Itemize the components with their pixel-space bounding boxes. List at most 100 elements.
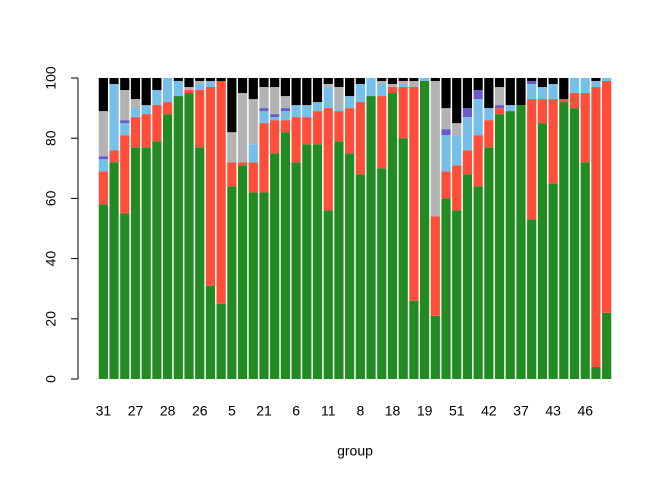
bar-segment [591, 366, 601, 379]
bar-segment [377, 81, 387, 85]
bar-segment [452, 123, 462, 136]
x-tick-label: 8 [356, 403, 364, 419]
bar-segment [334, 111, 344, 142]
x-tick-label: 6 [292, 403, 300, 419]
bar-segment [270, 120, 280, 154]
bar-segment [248, 99, 258, 145]
bar-segment [334, 78, 344, 88]
bar-segment [559, 78, 569, 100]
bar-segment [548, 84, 558, 100]
bar-segment [409, 87, 419, 301]
bar-segment [270, 117, 280, 121]
bar-segment [259, 123, 269, 193]
bar-segment [227, 78, 237, 133]
bar-segment [130, 99, 141, 109]
bar-segment [345, 108, 355, 154]
bar-segment [302, 78, 312, 106]
bar-segment [130, 117, 141, 148]
bar-segment [205, 81, 216, 88]
bar-segment [248, 78, 258, 100]
bar-segment [473, 78, 483, 91]
bar-segment [430, 315, 440, 379]
bar-segment [195, 81, 205, 85]
bar-segment [216, 303, 226, 379]
bar-segment [366, 78, 376, 97]
bar-segment [537, 99, 548, 124]
x-tick-label: 28 [160, 403, 176, 419]
bar-segment [291, 162, 301, 379]
bar-segment [345, 96, 355, 109]
bar-segment [441, 171, 451, 199]
bar-segment [580, 93, 590, 163]
bar-segment [355, 78, 365, 85]
bar-segment [120, 78, 130, 91]
bar-segment [409, 300, 419, 379]
x-tick-label: 19 [417, 403, 433, 419]
bar-segment [248, 144, 258, 163]
bar-segment [366, 96, 376, 379]
bar-segment [462, 150, 473, 175]
bar-segment [580, 162, 590, 379]
bar-segment [441, 129, 451, 136]
bar-segment [259, 108, 269, 112]
bar-segment [398, 84, 408, 88]
x-tick-label: 42 [481, 403, 497, 419]
bar-segment [173, 81, 183, 97]
y-tick-label: 0 [43, 375, 59, 383]
bar-segment [537, 87, 548, 100]
bar-segment [527, 81, 537, 85]
bar-segment [494, 114, 505, 380]
bar-segment [173, 96, 183, 379]
bar-segment [237, 93, 248, 163]
y-tick-label: 20 [43, 311, 59, 327]
bar-segment [152, 78, 162, 91]
bar-segment [130, 108, 141, 118]
bar-segment [280, 132, 291, 379]
bar-segment [195, 84, 205, 91]
bar-segment [130, 147, 141, 379]
bar-segment [569, 93, 580, 109]
bar-segment [237, 162, 248, 166]
bar-segment [377, 96, 387, 169]
bar-segment [216, 78, 226, 82]
bar-segment [302, 144, 312, 379]
bar-segment [591, 78, 601, 82]
bar-segment [270, 114, 280, 118]
bar-segment [141, 78, 151, 106]
y-tick-label: 80 [43, 130, 59, 146]
bar-segment [205, 78, 216, 82]
bar-segment [291, 78, 301, 106]
bar-segment [312, 102, 323, 112]
x-axis-label: group [337, 443, 373, 459]
bar-segment [270, 78, 280, 88]
bar-segment [98, 159, 108, 172]
bar-segment [141, 147, 151, 379]
bar-segment [248, 192, 258, 379]
bar-segment [280, 96, 291, 109]
bar-segment [345, 78, 355, 97]
bar-segment [516, 78, 526, 106]
bar-segment [98, 156, 108, 160]
bar-segment [302, 117, 312, 145]
bar-segment [409, 81, 419, 88]
bar-segment [184, 87, 194, 91]
bar-segment [280, 108, 291, 112]
bar-segment [441, 78, 451, 109]
bar-segment [109, 84, 119, 151]
bar-segment [484, 147, 494, 379]
x-tick-label: 46 [577, 403, 593, 419]
bar-segment [162, 102, 173, 115]
bar-segment [591, 81, 601, 88]
bar-segment [462, 117, 473, 151]
bar-segment [484, 108, 494, 121]
bar-segment [387, 84, 398, 88]
bar-segment [462, 78, 473, 109]
bar-segment [516, 105, 526, 379]
bar-segment [237, 78, 248, 94]
bar-segment [312, 144, 323, 379]
y-tick-label: 100 [43, 66, 59, 90]
bar-segment [484, 120, 494, 148]
bar-segment [141, 105, 151, 115]
bar-segment [398, 78, 408, 82]
